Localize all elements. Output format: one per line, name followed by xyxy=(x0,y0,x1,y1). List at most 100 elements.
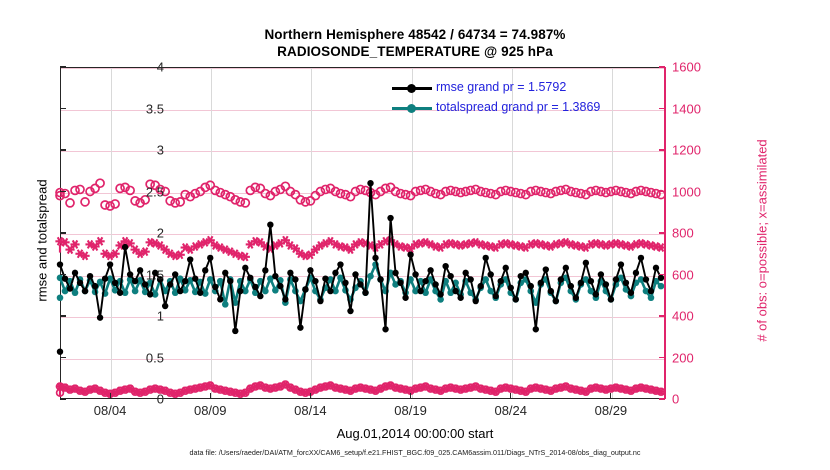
obs-possible-marker xyxy=(145,179,156,190)
y-axis-left-tick-mark xyxy=(60,315,66,317)
totalspread-marker xyxy=(61,287,69,295)
rmse-marker xyxy=(497,277,504,285)
totalspread-marker xyxy=(392,281,399,288)
y-axis-left-tick-mark xyxy=(60,107,66,110)
rmse-marker xyxy=(492,292,499,300)
obs-possible-marker xyxy=(455,187,466,198)
totalspread-marker xyxy=(487,287,495,295)
y-axis-right-tick-mark xyxy=(659,398,665,400)
y-axis-right-tick-label: 0 xyxy=(672,391,680,407)
rmse-marker xyxy=(512,296,519,303)
totalspread-marker xyxy=(121,289,129,297)
obs-possible-marker xyxy=(500,185,511,196)
totalspread-marker xyxy=(221,301,229,308)
rmse-marker xyxy=(207,254,214,262)
rmse-marker xyxy=(267,221,274,228)
totalspread-marker xyxy=(106,275,114,282)
obs-possible-marker xyxy=(250,182,261,193)
totalspread-marker xyxy=(447,289,454,297)
rmse-marker xyxy=(527,282,534,290)
y-axis-right-tick-label: 200 xyxy=(672,350,694,365)
rmse-marker xyxy=(387,214,394,222)
obs-assimilated-marker xyxy=(80,251,90,261)
rmse-marker xyxy=(161,302,169,310)
rmse-marker xyxy=(597,271,605,278)
obs-assimilated-marker xyxy=(125,238,135,248)
y-axis-right-tick-mark xyxy=(659,315,665,317)
rmse-marker xyxy=(342,279,349,286)
totalspread-marker xyxy=(407,276,414,283)
rmse-marker xyxy=(227,277,234,285)
x-axis-tick-label: 08/09 xyxy=(193,403,227,418)
rmse-marker xyxy=(212,283,219,291)
rmse-marker xyxy=(602,281,610,288)
y-axis-right-tick-mark xyxy=(659,190,665,193)
obs-possible-marker xyxy=(65,198,75,208)
rmse-marker xyxy=(547,287,555,295)
obs-possible-marker xyxy=(410,186,421,197)
y-axis-left-tick-mark xyxy=(60,66,66,68)
rmse-marker xyxy=(151,269,159,277)
obs-possible-marker xyxy=(390,186,401,197)
rmse-marker xyxy=(502,264,509,272)
rmse-marker xyxy=(632,269,640,277)
totalspread-marker xyxy=(267,275,274,282)
legend-item[interactable]: totalspread grand pr = 1.3869 xyxy=(392,98,660,118)
rmse-marker xyxy=(452,287,459,295)
plot-area xyxy=(55,67,666,399)
obs-possible-marker xyxy=(616,186,626,197)
data-file-footer: data file: /Users/raeder/DAI/ATM_forcXX/… xyxy=(189,448,641,457)
obs-possible-marker xyxy=(596,186,606,197)
rmse-marker xyxy=(582,259,590,267)
obs-possible-marker xyxy=(210,185,221,196)
rmse-marker xyxy=(467,276,474,283)
x-axis-tick-label: 08/19 xyxy=(394,403,427,418)
rmse-marker xyxy=(166,281,174,288)
rmse-marker xyxy=(462,269,469,277)
totalspread-marker xyxy=(136,277,144,284)
obs-possible-marker xyxy=(170,198,181,208)
obs-assimilated-marker xyxy=(175,250,185,260)
y-axis-left-tick-label: 3.5 xyxy=(145,101,164,116)
rmse-marker xyxy=(292,276,299,283)
y-axis-right-tick-mark xyxy=(659,356,665,359)
obs-possible-marker xyxy=(230,194,241,205)
rmse-marker xyxy=(607,296,615,303)
obs-possible-marker xyxy=(315,186,326,197)
totalspread-marker xyxy=(532,299,540,307)
obs-possible-marker xyxy=(215,187,226,198)
obs-possible-marker xyxy=(465,185,476,196)
rmse-marker xyxy=(647,287,655,295)
rmse-marker xyxy=(242,264,249,272)
totalspread-marker xyxy=(56,294,64,302)
gridline-horizontal xyxy=(61,234,664,235)
obs-possible-marker xyxy=(545,188,556,199)
obs-possible-marker xyxy=(295,194,306,205)
rmse-marker xyxy=(272,272,279,280)
rmse-marker xyxy=(592,291,600,298)
totalspread-marker xyxy=(437,296,444,303)
totalspread-marker xyxy=(262,287,269,295)
rmse-marker xyxy=(412,271,419,278)
rmse-marker xyxy=(522,269,529,277)
obs-possible-marker xyxy=(355,184,366,195)
rmse-marker xyxy=(552,297,560,305)
rmse-marker xyxy=(187,256,194,263)
rmse-marker xyxy=(382,326,389,333)
legend-item[interactable]: rmse grand pr = 1.5792 xyxy=(392,78,660,98)
obs-assimilated-marker xyxy=(65,245,75,255)
rmse-marker xyxy=(517,272,524,280)
obs-rejected-asterisk-marker xyxy=(241,388,250,397)
obs-possible-marker xyxy=(475,186,486,197)
gridline-horizontal xyxy=(61,317,664,318)
y-axis-left-tick-mark xyxy=(60,232,66,234)
y-axis-right-tick-label: 600 xyxy=(672,267,694,282)
x-axis-tick-label: 08/14 xyxy=(294,403,327,418)
obs-possible-marker xyxy=(621,187,631,198)
obs-possible-marker xyxy=(646,187,656,198)
rmse-marker xyxy=(347,307,354,315)
obs-possible-marker xyxy=(586,186,596,197)
obs-possible-marker xyxy=(591,185,601,196)
obs-possible-marker xyxy=(220,189,231,200)
